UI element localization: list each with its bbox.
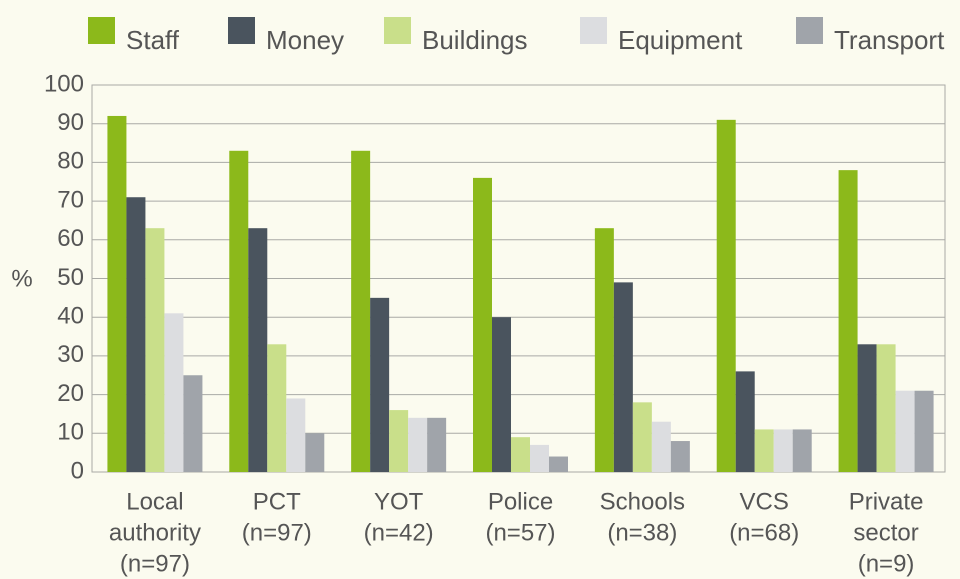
y-axis-label: %: [11, 265, 32, 292]
legend-label: Money: [266, 25, 344, 55]
y-tick-label: 80: [57, 148, 84, 175]
legend-swatch: [88, 17, 115, 44]
y-tick-label: 50: [57, 264, 84, 291]
bar: [914, 390, 934, 472]
bar: [473, 177, 492, 472]
bar: [248, 228, 268, 472]
legend-label: Staff: [126, 25, 180, 55]
x-tick-label: Local: [126, 488, 183, 515]
bar: [792, 429, 812, 472]
bar: [735, 371, 755, 472]
bar: [716, 119, 736, 472]
x-tick-label: authority: [109, 519, 201, 546]
legend-label: Equipment: [618, 25, 743, 55]
x-tick-label: (n=42): [364, 519, 434, 546]
bar: [754, 429, 774, 472]
x-tick-label: YOT: [374, 488, 424, 515]
bar: [632, 402, 652, 472]
bar: [164, 313, 184, 472]
bar: [613, 282, 633, 472]
bar: [895, 390, 915, 472]
x-tick-label: PCT: [253, 488, 301, 515]
y-tick-label: 30: [57, 341, 84, 368]
bar: [857, 344, 877, 472]
bar: [773, 429, 793, 472]
bar: [183, 375, 203, 472]
y-tick-label: 10: [57, 419, 84, 446]
legend-swatch: [796, 17, 823, 44]
legend-swatch: [228, 17, 255, 44]
x-tick-label: VCS: [740, 488, 789, 515]
x-tick-label: (n=57): [485, 519, 555, 546]
bar: [126, 197, 146, 473]
bar: [389, 410, 409, 472]
bar: [651, 421, 671, 472]
bar: [351, 150, 371, 473]
x-tick-label: (n=68): [729, 519, 799, 546]
bar: [530, 444, 549, 472]
bar: [594, 228, 614, 472]
y-tick-label: 20: [57, 380, 84, 407]
bar: [145, 228, 165, 472]
x-tick-label: (n=97): [242, 519, 312, 546]
y-tick-label: 0: [71, 457, 84, 484]
x-tick-label: Police: [488, 488, 553, 515]
legend-swatch: [580, 17, 607, 44]
x-tick-label: (n=38): [607, 519, 677, 546]
x-tick-label: Private: [849, 488, 924, 515]
bar: [838, 170, 858, 472]
legend-swatch: [384, 17, 411, 44]
legend-label: Transport: [834, 25, 945, 55]
y-tick-label: 60: [57, 225, 84, 252]
bar: [370, 297, 390, 472]
bar: [107, 115, 127, 473]
x-tick-label: Schools: [600, 488, 685, 515]
y-tick-label: 90: [57, 109, 84, 136]
bar: [267, 344, 287, 472]
bar: [492, 317, 511, 472]
bar: [549, 456, 568, 472]
y-tick-label: 40: [57, 303, 84, 330]
legend-label: Buildings: [422, 25, 528, 55]
y-tick-label: 70: [57, 186, 84, 213]
y-tick-label: 100: [44, 70, 84, 97]
bar: [286, 398, 306, 472]
bar: [670, 441, 690, 472]
bar: [876, 344, 896, 472]
bar: [305, 433, 325, 472]
bar: [427, 417, 447, 472]
x-tick-label: (n=9): [858, 550, 915, 577]
bar: [511, 437, 530, 472]
bar: [408, 417, 428, 472]
x-tick-label: (n=97): [120, 550, 190, 577]
bar: [229, 150, 249, 473]
x-tick-label: sector: [853, 519, 918, 546]
